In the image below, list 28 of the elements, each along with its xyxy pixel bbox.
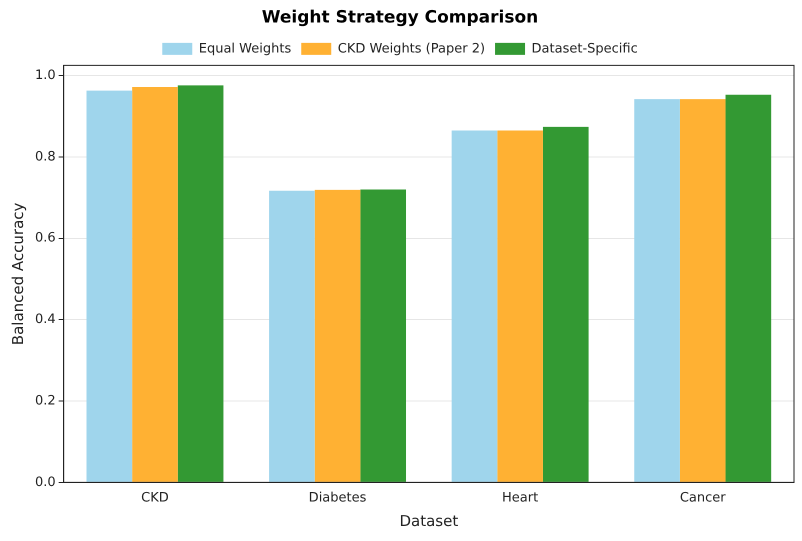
bar xyxy=(132,86,178,482)
bar xyxy=(360,189,406,482)
y-tick-label: 0.0 xyxy=(34,474,56,490)
x-tick-label: Heart xyxy=(502,490,538,506)
bar xyxy=(314,190,360,482)
x-tick-label: Cancer xyxy=(680,490,726,506)
chart-title: Weight Strategy Comparison xyxy=(262,8,538,28)
bar xyxy=(178,85,224,482)
bar xyxy=(497,130,543,482)
y-tick-label: 0.8 xyxy=(34,149,56,164)
x-axis-title: Dataset xyxy=(399,512,458,530)
legend-label: Equal Weights xyxy=(198,41,292,56)
legend-label: Dataset-Specific xyxy=(532,41,638,56)
bar xyxy=(269,190,315,482)
bar xyxy=(86,90,132,482)
y-tick-label: 0.4 xyxy=(34,312,56,328)
bar xyxy=(680,99,726,482)
bar xyxy=(726,94,772,482)
x-tick-label: Diabetes xyxy=(308,490,367,506)
x-tick-label: CKD xyxy=(141,490,169,506)
bar xyxy=(452,130,498,482)
bar xyxy=(542,126,589,482)
bar xyxy=(634,99,680,482)
y-tick-label: 0.2 xyxy=(34,393,56,408)
legend-label: CKD Weights (Paper 2) xyxy=(338,41,486,56)
y-tick-label: 1.0 xyxy=(34,68,56,83)
y-tick-label: 0.6 xyxy=(34,230,56,246)
y-axis-title: Balanced Accuracy xyxy=(8,202,27,346)
